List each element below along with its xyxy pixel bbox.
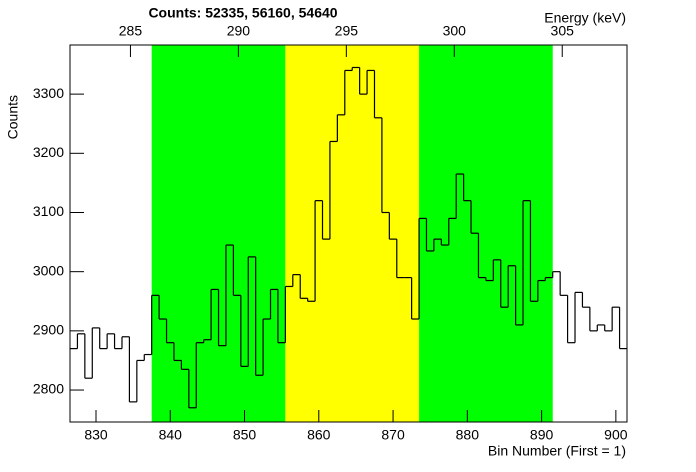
y-tick-label: 3200 <box>33 144 64 160</box>
y-axis-label: Counts <box>5 95 21 139</box>
x-tick-label: 830 <box>84 427 108 443</box>
chart-title: Counts: 52335, 56160, 54640 <box>148 5 337 21</box>
region <box>285 45 420 422</box>
x-tick-label: 840 <box>159 427 183 443</box>
x-axis-label: Bin Number (First = 1) <box>488 443 626 459</box>
x2-tick-label: 295 <box>335 23 359 39</box>
region <box>151 45 286 422</box>
y-tick-label: 2800 <box>33 381 64 397</box>
y-tick-label: 3000 <box>33 262 64 278</box>
y-tick-label: 3100 <box>33 203 64 219</box>
plot-frame <box>69 44 628 423</box>
x2-tick-label: 305 <box>551 23 575 39</box>
x-tick-label: 860 <box>307 427 331 443</box>
y-tick-label: 2900 <box>33 322 64 338</box>
x2-tick-label: 290 <box>227 23 251 39</box>
x-tick-label: 850 <box>233 427 257 443</box>
x-tick-label: 890 <box>530 427 554 443</box>
x-tick-label: 880 <box>456 427 480 443</box>
x2-tick-label: 285 <box>119 23 143 39</box>
x2-axis-label: Energy (keV) <box>544 10 626 26</box>
region <box>419 45 553 422</box>
y-tick-label: 3300 <box>33 85 64 101</box>
x-tick-label: 870 <box>381 427 405 443</box>
x2-tick-label: 300 <box>443 23 467 39</box>
x-tick-label: 900 <box>604 427 628 443</box>
